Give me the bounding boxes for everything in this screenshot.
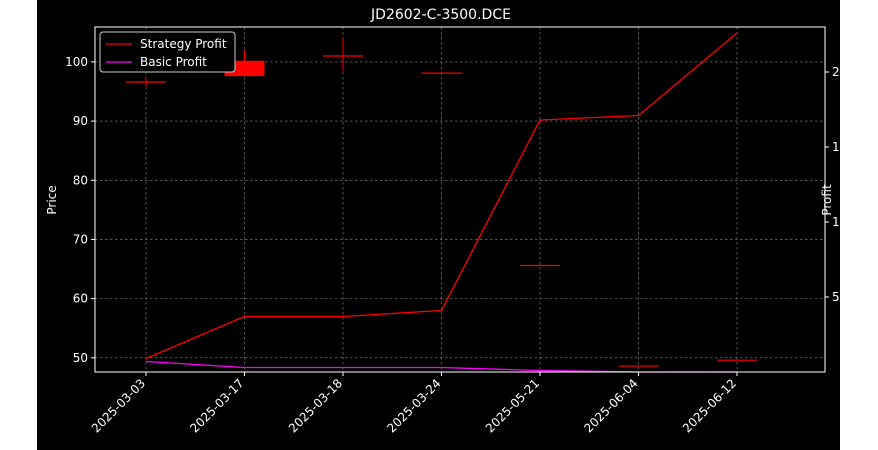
x-tick-label: 2025-03-03 bbox=[89, 376, 148, 435]
x-tick-label: 2025-03-18 bbox=[286, 376, 345, 435]
y-tick-label-right: 20 bbox=[832, 65, 840, 79]
y-tick-label-left: 70 bbox=[73, 232, 88, 246]
chart-svg: JD2602-C-3500.DCE 2025-03-03 2025-03-17 20… bbox=[45, 7, 840, 436]
x-tick-label: 2025-06-12 bbox=[680, 376, 739, 435]
y-tick-label-left: 60 bbox=[73, 292, 88, 306]
x-tick-label: 2025-05-21 bbox=[483, 376, 542, 435]
y-axis-label-right: Profit bbox=[820, 184, 834, 216]
candlestick bbox=[323, 37, 363, 72]
legend-label-basic-profit: Basic Profit bbox=[140, 55, 207, 69]
grid-layer bbox=[95, 27, 825, 372]
axis-layer: 2025-03-03 2025-03-17 2025-03-18 2025-03-24… bbox=[65, 55, 840, 436]
x-tick-label: 2025-03-17 bbox=[187, 376, 246, 435]
candle-layer bbox=[126, 37, 757, 367]
legend-label-strategy-profit: Strategy Profit bbox=[140, 37, 227, 51]
y-tick-label-right: 15 bbox=[832, 140, 840, 154]
series-line-strategy-profit bbox=[145, 32, 738, 360]
y-tick-label-right: 10 bbox=[832, 215, 840, 229]
y-tick-label-right: 5 bbox=[832, 290, 840, 304]
chart-figure: JD2602-C-3500.DCE 2025-03-03 2025-03-17 20… bbox=[37, 0, 840, 450]
y-tick-label-left: 50 bbox=[73, 351, 88, 365]
plot-frame bbox=[94, 26, 826, 373]
chart-title: JD2602-C-3500.DCE bbox=[370, 7, 511, 23]
x-tick-label: 2025-03-24 bbox=[384, 376, 443, 435]
legend: Strategy Profit Basic Profit bbox=[99, 31, 236, 73]
y-tick-label-left: 80 bbox=[73, 173, 88, 187]
y-tick-label-left: 90 bbox=[73, 114, 88, 128]
y-tick-label-left: 100 bbox=[65, 55, 88, 69]
x-tick-label: 2025-06-04 bbox=[581, 376, 640, 435]
candlestick bbox=[126, 77, 166, 88]
y-axis-label-left: Price bbox=[45, 185, 59, 214]
legend-box bbox=[99, 31, 236, 73]
